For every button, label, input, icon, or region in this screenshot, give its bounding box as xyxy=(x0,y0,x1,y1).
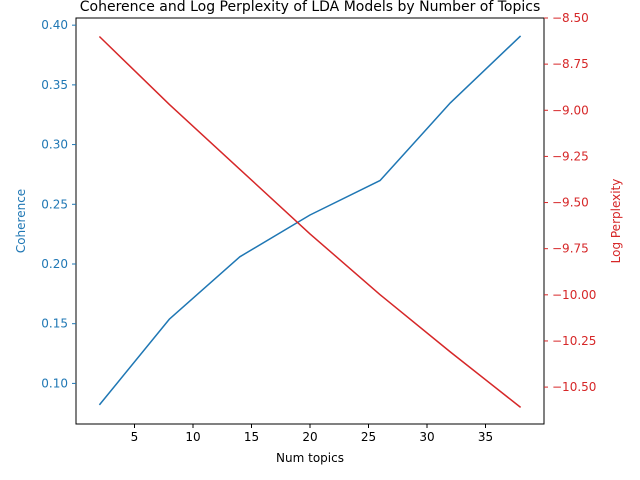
left-tick-label: 0.10 xyxy=(41,376,68,390)
left-tick-label: 0.35 xyxy=(41,78,68,92)
right-tick-label: −8.50 xyxy=(552,11,589,25)
right-tick-label: −10.25 xyxy=(552,334,596,348)
right-tick-label: −10.00 xyxy=(552,288,596,302)
left-axis-ticks: 0.10 0.15 0.20 0.25 0.30 0.35 0.40 xyxy=(41,18,76,390)
right-tick-label: −9.25 xyxy=(552,149,589,163)
right-tick-label: −9.00 xyxy=(552,103,589,117)
series-layer xyxy=(98,35,522,408)
right-series-line xyxy=(98,35,522,408)
plot-area xyxy=(75,17,545,425)
left-tick-label: 0.40 xyxy=(41,18,68,32)
right-tick-label: −9.75 xyxy=(552,242,589,256)
left-tick-label: 0.25 xyxy=(41,197,68,211)
x-tick-label: 35 xyxy=(478,430,493,444)
chart-title: Coherence and Log Perplexity of LDA Mode… xyxy=(80,0,540,15)
right-tick-label: −8.75 xyxy=(552,57,589,71)
left-axis-label: Coherence xyxy=(14,189,28,253)
right-tick-label: −9.50 xyxy=(552,196,589,210)
right-axis-label: Log Perplexity xyxy=(609,179,623,264)
x-tick-label: 30 xyxy=(419,430,434,444)
right-axis-ticks: −8.50 −8.75 −9.00 −9.25 −9.50 −9.75 −10.00 −10.… xyxy=(544,11,596,394)
left-tick-label: 0.30 xyxy=(41,138,68,152)
left-series-line xyxy=(98,35,522,406)
left-tick-label: 0.15 xyxy=(41,317,68,331)
x-tick-label: 5 xyxy=(131,430,139,444)
x-tick-label: 20 xyxy=(302,430,317,444)
x-axis-ticks: 5 10 15 20 25 30 35 xyxy=(131,424,493,444)
x-tick-label: 10 xyxy=(185,430,200,444)
right-tick-label: −10.50 xyxy=(552,380,596,394)
x-tick-label: 15 xyxy=(244,430,259,444)
x-tick-label: 25 xyxy=(361,430,376,444)
left-tick-label: 0.20 xyxy=(41,257,68,271)
x-axis-label: Num topics xyxy=(276,451,344,465)
